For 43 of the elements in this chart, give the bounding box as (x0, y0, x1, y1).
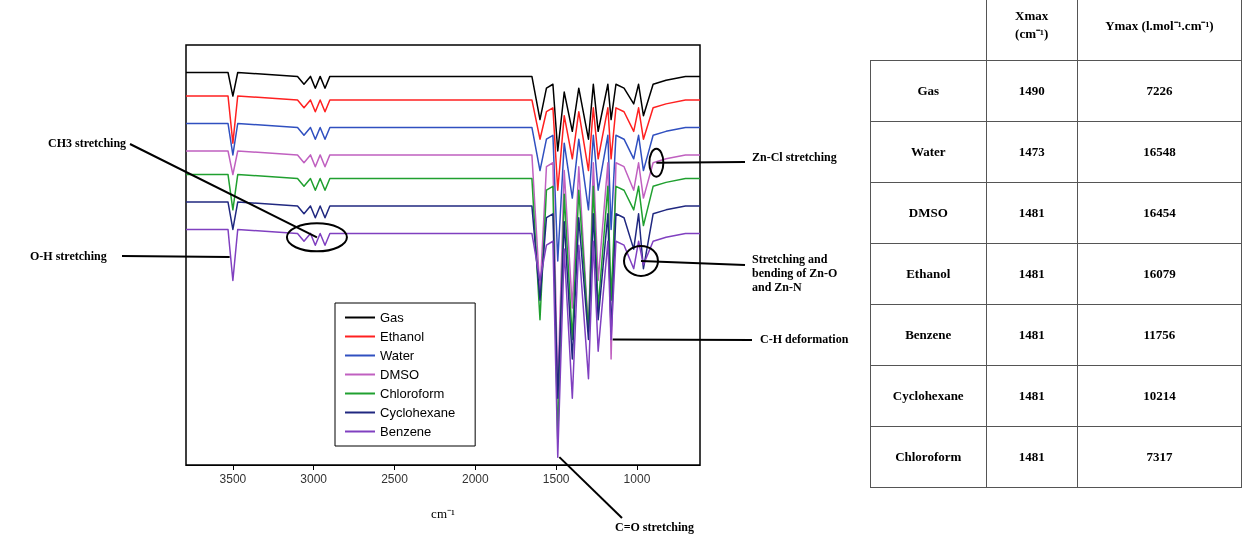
category-label: DMSO (870, 182, 986, 243)
legend-label: Ethanol (380, 329, 425, 344)
annotation: Stretching and bending of Zn-O and Zn-N (752, 252, 841, 294)
category-label: Cyclohexane (870, 365, 986, 426)
data-label: 1481 (986, 365, 1078, 426)
data-label: 16454 (1077, 182, 1242, 243)
data-label: 16548 (1077, 121, 1242, 182)
legend-label: Benzene (380, 424, 432, 439)
x-tick-label: 2500 (381, 472, 409, 486)
x-tick-label: 1000 (623, 472, 651, 486)
legend-label: Water (380, 348, 415, 363)
x-tick-label: 1500 (542, 472, 570, 486)
text: Xmax (cm⁻¹) (1014, 7, 1050, 42)
category-label: Benzene (870, 304, 986, 365)
annotation: Zn-Cl stretching (752, 150, 837, 164)
data-label: 7226 (1077, 60, 1242, 121)
legend-label: DMSO (380, 367, 419, 382)
data-label: 16079 (1077, 243, 1242, 304)
category-label: Chloroform (870, 426, 986, 487)
annotation: C=O stretching (615, 520, 694, 534)
data-label: 1481 (986, 243, 1078, 304)
annotation: C-H deformation (760, 332, 849, 346)
x-tick-label: 3500 (219, 472, 247, 486)
legend-label: Gas (380, 310, 405, 325)
legend-label: Cyclohexane (380, 405, 456, 420)
data-label: 1481 (986, 182, 1078, 243)
category-label: Ethanol (870, 243, 986, 304)
category-label: Gas (870, 60, 986, 121)
data-label: 1481 (986, 426, 1078, 487)
data-label: 7317 (1077, 426, 1242, 487)
data-label: 1490 (986, 60, 1078, 121)
x-axis-title: cm⁻¹ (431, 506, 455, 521)
data-label: 1481 (986, 304, 1078, 365)
x-tick-label: 2000 (461, 472, 489, 486)
category-label: Water (870, 121, 986, 182)
x-tick-label: 3000 (300, 472, 328, 486)
data-label: 1473 (986, 121, 1078, 182)
data-label: 11756 (1077, 304, 1242, 365)
text: Ymax (l.mol⁻¹.cm⁻¹) (1104, 16, 1215, 34)
data-label: 10214 (1077, 365, 1242, 426)
legend-label: Chloroform (380, 386, 445, 401)
annotation: CH3 stretching (48, 136, 127, 150)
annotation: O-H stretching (30, 249, 107, 263)
